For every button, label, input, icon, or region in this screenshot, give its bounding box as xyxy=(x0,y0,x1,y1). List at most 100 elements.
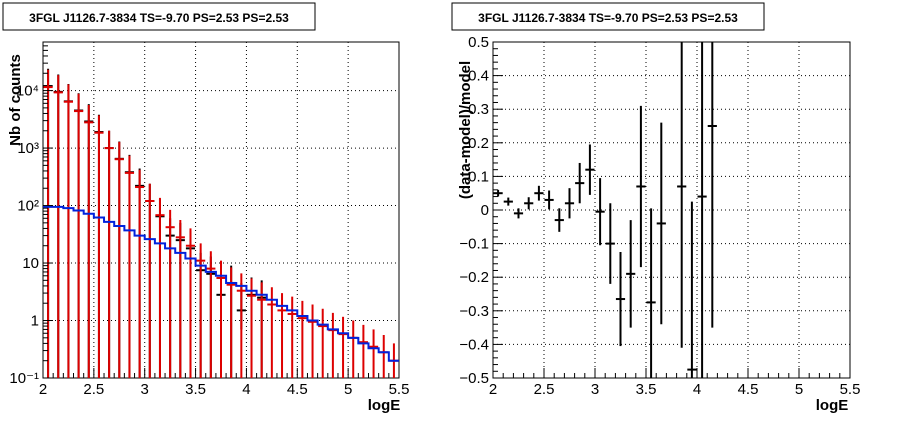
residuals-series0-point xyxy=(615,252,626,347)
counts-series1-point xyxy=(114,141,124,378)
residuals-y-tick-label: 0 xyxy=(481,202,489,219)
counts-spectrum-panel: 3FGL J1126.7-3834 TS=-9.70 PS=2.53 PS=2.… xyxy=(2,2,409,414)
counts-y-tick-label: 1 xyxy=(31,313,39,330)
counts-series1-point xyxy=(277,293,287,378)
counts-series1-point xyxy=(165,209,175,378)
residuals-series0-point xyxy=(585,144,595,195)
counts-series1-point xyxy=(185,228,196,378)
residuals-plot-series xyxy=(493,42,717,378)
counts-plot-title-box xyxy=(2,2,316,31)
residuals-series0-point xyxy=(697,42,707,378)
residuals-series0-point xyxy=(636,105,646,268)
counts-series1-point xyxy=(338,316,348,378)
counts-x-tick-label: 5.5 xyxy=(389,381,410,398)
residuals-y-tick-label: 0.1 xyxy=(468,168,489,185)
counts-x-tick-label: 2.5 xyxy=(83,381,104,398)
residuals-series0-point xyxy=(707,42,717,328)
residuals-series0-point xyxy=(575,162,585,204)
counts-series1-point xyxy=(358,324,368,378)
residuals-series0-point xyxy=(564,188,575,219)
residuals-series0-point xyxy=(687,201,697,378)
residuals-plot-title: 3FGL J1126.7-3834 TS=-9.70 PS=2.53 PS=2.… xyxy=(478,11,738,25)
counts-series1-point xyxy=(236,273,246,378)
residuals-series0-point xyxy=(524,197,534,210)
counts-series1-point xyxy=(328,312,338,378)
counts-x-tick-label: 2 xyxy=(39,381,47,398)
counts-series1-point xyxy=(206,251,216,378)
counts-series1-point xyxy=(318,308,328,378)
residuals-series0-point xyxy=(493,189,503,197)
counts-series1-point xyxy=(348,320,358,378)
counts-series1-point xyxy=(135,169,145,378)
residuals-series0-point xyxy=(646,208,656,378)
residuals-series0-point xyxy=(534,185,544,201)
residuals-plot-tick-labels: 2 2.5 3 3.5 4 4.5 5 5.5 −0.5 −0.4 −0.3 −0.2 −0.1 0 0.1… xyxy=(459,34,860,398)
residuals-plot-ylabel: (data-model)/model xyxy=(457,61,474,199)
counts-x-tick-label: 4 xyxy=(242,381,250,398)
residuals-y-tick-label: 0.4 xyxy=(468,68,489,85)
residuals-x-tick-label: 3.5 xyxy=(636,381,657,398)
counts-y-tick-label: 10⁴ xyxy=(16,83,39,100)
counts-series1-point xyxy=(307,304,318,378)
counts-series1-point xyxy=(43,69,53,378)
residuals-panel: 3FGL J1126.7-3834 TS=-9.70 PS=2.53 PS=2.… xyxy=(451,2,860,414)
residuals-x-tick-label: 4.5 xyxy=(738,381,759,398)
counts-plot-title: 3FGL J1126.7-3834 TS=-9.70 PS=2.53 PS=2.… xyxy=(29,11,289,25)
counts-series1-point xyxy=(74,93,84,378)
residuals-series0-point xyxy=(677,42,687,348)
residuals-plot-grid xyxy=(493,42,850,378)
residuals-series0-point xyxy=(595,178,605,246)
residuals-plot-xlabel: logE xyxy=(816,397,849,414)
counts-series1-point xyxy=(267,287,277,378)
residuals-plot-ticks xyxy=(492,41,851,379)
residuals-x-tick-label: 2 xyxy=(489,381,497,398)
counts-series1-point xyxy=(63,84,74,378)
counts-plot-xlabel: logE xyxy=(368,397,401,414)
counts-series1-point xyxy=(379,334,389,378)
residuals-series0-point xyxy=(544,190,554,210)
counts-series1-point xyxy=(104,130,114,378)
counts-series1-point xyxy=(124,155,135,378)
counts-y-tick-label: 10³ xyxy=(17,140,39,157)
counts-plot-grid xyxy=(43,42,399,378)
residuals-y-tick-label: 0.3 xyxy=(468,101,489,118)
residuals-series0-point xyxy=(626,220,636,328)
residuals-y-tick-label: 0.5 xyxy=(468,34,489,51)
counts-series1-point xyxy=(196,243,206,378)
counts-series1-point xyxy=(175,220,185,378)
residuals-y-tick-label: −0.2 xyxy=(459,269,489,286)
counts-series1-point xyxy=(94,115,104,378)
counts-series1-point xyxy=(53,75,63,378)
counts-series1-point xyxy=(257,282,267,378)
counts-x-tick-label: 4.5 xyxy=(287,381,308,398)
residuals-x-tick-label: 4 xyxy=(693,381,701,398)
residuals-series0-point xyxy=(513,208,524,219)
counts-series1-point xyxy=(155,197,165,378)
counts-plot-series xyxy=(43,68,399,378)
counts-series1-point xyxy=(368,329,379,378)
residuals-y-tick-label: −0.5 xyxy=(459,370,489,387)
counts-plot-tick-labels: 2 2.5 3 3.5 4 4.5 5 5.5 10⁻¹ 1 10 10² 10³ 10⁴ xyxy=(9,83,409,398)
counts-series1-point xyxy=(297,300,307,378)
counts-series1-point xyxy=(246,278,257,378)
counts-y-tick-label: 10⁻¹ xyxy=(9,370,39,387)
counts-series1-point xyxy=(145,183,155,378)
residuals-y-tick-label: −0.3 xyxy=(459,303,489,320)
counts-model-step-line xyxy=(43,205,399,362)
residuals-y-tick-label: 0.2 xyxy=(468,135,489,152)
residuals-series0-point xyxy=(605,203,615,284)
counts-y-tick-label: 10 xyxy=(22,255,39,272)
residuals-y-tick-label: −0.4 xyxy=(459,336,489,353)
residuals-plot-frame xyxy=(492,41,851,379)
residuals-series0-point xyxy=(554,208,564,232)
residuals-y-tick-label: −0.1 xyxy=(459,236,489,253)
residuals-series0-point xyxy=(656,122,666,325)
counts-series1-point xyxy=(216,260,226,378)
counts-plot-ticks xyxy=(42,41,400,379)
counts-series1-point xyxy=(287,296,297,378)
residuals-plot-title-box xyxy=(451,2,765,31)
residuals-x-tick-label: 5 xyxy=(795,381,803,398)
counts-plot-ylabel: Nb of counts xyxy=(7,54,24,146)
residuals-x-tick-label: 5.5 xyxy=(840,381,861,398)
